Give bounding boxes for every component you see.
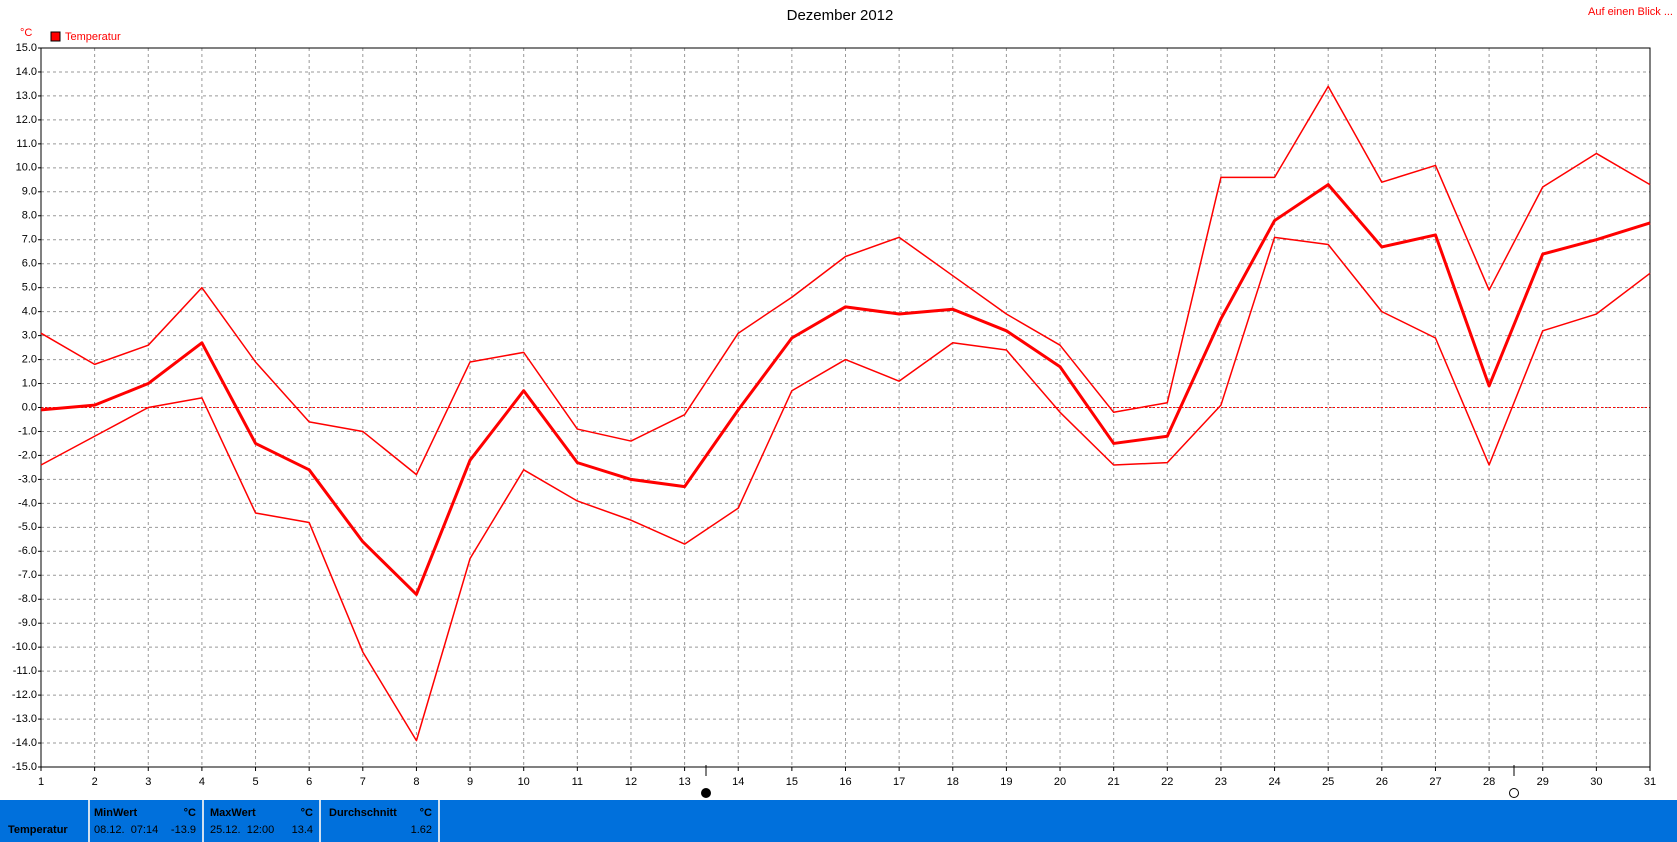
y-tick-label: -4.0 [18, 497, 37, 509]
legend-label: Temperatur [65, 31, 121, 43]
x-tick-label: 10 [518, 776, 530, 788]
y-tick-label: -10.0 [12, 641, 37, 653]
x-tick-label: 22 [1161, 776, 1173, 788]
moon-icons [701, 765, 1519, 798]
y-tick-label: -11.0 [13, 665, 37, 677]
stats-bar: Temperatur MinWert °C 08.12. 07:14 -13.9… [0, 800, 1677, 842]
y-tick-label: 0.0 [22, 401, 37, 413]
x-tick-label: 18 [947, 776, 959, 788]
unit-label: °C [20, 27, 32, 39]
min-time: 08.12. 07:14 [94, 824, 159, 836]
series-line [40, 85, 1651, 476]
max-time: 25.12. 12:00 [210, 824, 275, 836]
x-tick-label: 16 [839, 776, 851, 788]
max-unit: °C [300, 807, 313, 819]
x-tick-label: 8 [413, 776, 419, 788]
x-tick-label: 28 [1483, 776, 1495, 788]
x-tick-label: 7 [360, 776, 366, 788]
max-title: MaxWert [210, 807, 256, 819]
min-unit: °C [183, 807, 196, 819]
y-tick-label: 5.0 [22, 282, 37, 294]
plot-frame [40, 47, 1651, 768]
x-tick-label: 2 [92, 776, 98, 788]
x-tick-label: 14 [732, 776, 744, 788]
min-cell: MinWert °C 08.12. 07:14 -13.9 [90, 800, 204, 842]
y-tick-label: 14.0 [16, 66, 37, 78]
min-value: -13.9 [170, 824, 196, 836]
x-tick-label: 27 [1429, 776, 1441, 788]
x-tick-label: 21 [1108, 776, 1120, 788]
chart: Dezember 2012 Auf einen Blick ... °C 15.… [12, 6, 1673, 798]
x-tick-label: 26 [1376, 776, 1388, 788]
y-tick-label: -15.0 [12, 761, 37, 773]
x-tick-label: 13 [678, 776, 690, 788]
x-tick-label: 25 [1322, 776, 1334, 788]
x-tick-label: 20 [1054, 776, 1066, 788]
avg-unit: °C [419, 807, 432, 819]
stats-label: Temperatur [8, 824, 68, 836]
y-tick-label: -13.0 [12, 713, 37, 725]
x-tick-label: 23 [1215, 776, 1227, 788]
chart-title: Dezember 2012 [787, 7, 894, 24]
y-tick-label: 13.0 [16, 90, 37, 102]
y-tick-label: 15.0 [16, 42, 37, 54]
y-tick-label: 6.0 [22, 258, 37, 270]
link[interactable]: Auf einen Blick ... [1588, 6, 1673, 18]
x-tick-label: 1 [38, 776, 44, 788]
y-tick-label: -3.0 [18, 473, 37, 485]
x-tick-label: 19 [1000, 776, 1012, 788]
y-tick-label: 8.0 [22, 210, 37, 222]
x-tick-label: 29 [1537, 776, 1549, 788]
avg-value: 1.62 [410, 824, 432, 836]
y-tick-label: -14.0 [12, 737, 37, 749]
x-tick-label: 31 [1644, 776, 1656, 788]
y-tick-label: -1.0 [18, 425, 37, 437]
y-tick-label: -7.0 [18, 569, 37, 581]
y-tick-label: 3.0 [22, 330, 37, 342]
x-tick-label: 3 [145, 776, 151, 788]
x-tick-label: 17 [893, 776, 905, 788]
x-tick-label: 15 [786, 776, 798, 788]
stats-label-cell: Temperatur [0, 800, 90, 842]
y-tick-label: 2.0 [22, 353, 37, 365]
y-tick-label: -12.0 [12, 689, 37, 701]
max-value: 13.4 [291, 824, 313, 836]
x-tick-label: 30 [1590, 776, 1602, 788]
avg-cell: Durchschnitt °C 1.62 [323, 800, 440, 842]
y-tick-label: -8.0 [18, 593, 37, 605]
x-tick-label: 11 [572, 776, 583, 788]
min-title: MinWert [94, 807, 138, 819]
avg-title: Durchschnitt [329, 807, 397, 819]
series-line [40, 236, 1651, 742]
x-tick-label: 6 [306, 776, 312, 788]
y-tick-label: -5.0 [18, 521, 37, 533]
x-tick-label: 4 [199, 776, 205, 788]
y-tick-label: 7.0 [22, 234, 37, 246]
x-tick-label: 5 [252, 776, 258, 788]
x-tick-label: 9 [467, 776, 473, 788]
y-tick-label: 9.0 [22, 186, 37, 198]
y-tick-label: 11.0 [16, 138, 37, 150]
y-tick-label: -9.0 [18, 617, 37, 629]
legend-swatch [50, 31, 61, 42]
max-cell: MaxWert °C 25.12. 12:00 13.4 [206, 800, 321, 842]
y-tick-label: 4.0 [22, 306, 37, 318]
y-tick-label: -2.0 [18, 449, 37, 461]
y-tick-label: 1.0 [22, 377, 37, 389]
series-line [40, 183, 1651, 596]
y-tick-label: -6.0 [18, 545, 37, 557]
y-tick-label: 10.0 [16, 162, 37, 174]
y-tick-label: 12.0 [16, 114, 37, 126]
x-tick-label: 12 [625, 776, 637, 788]
x-tick-label: 24 [1268, 776, 1280, 788]
